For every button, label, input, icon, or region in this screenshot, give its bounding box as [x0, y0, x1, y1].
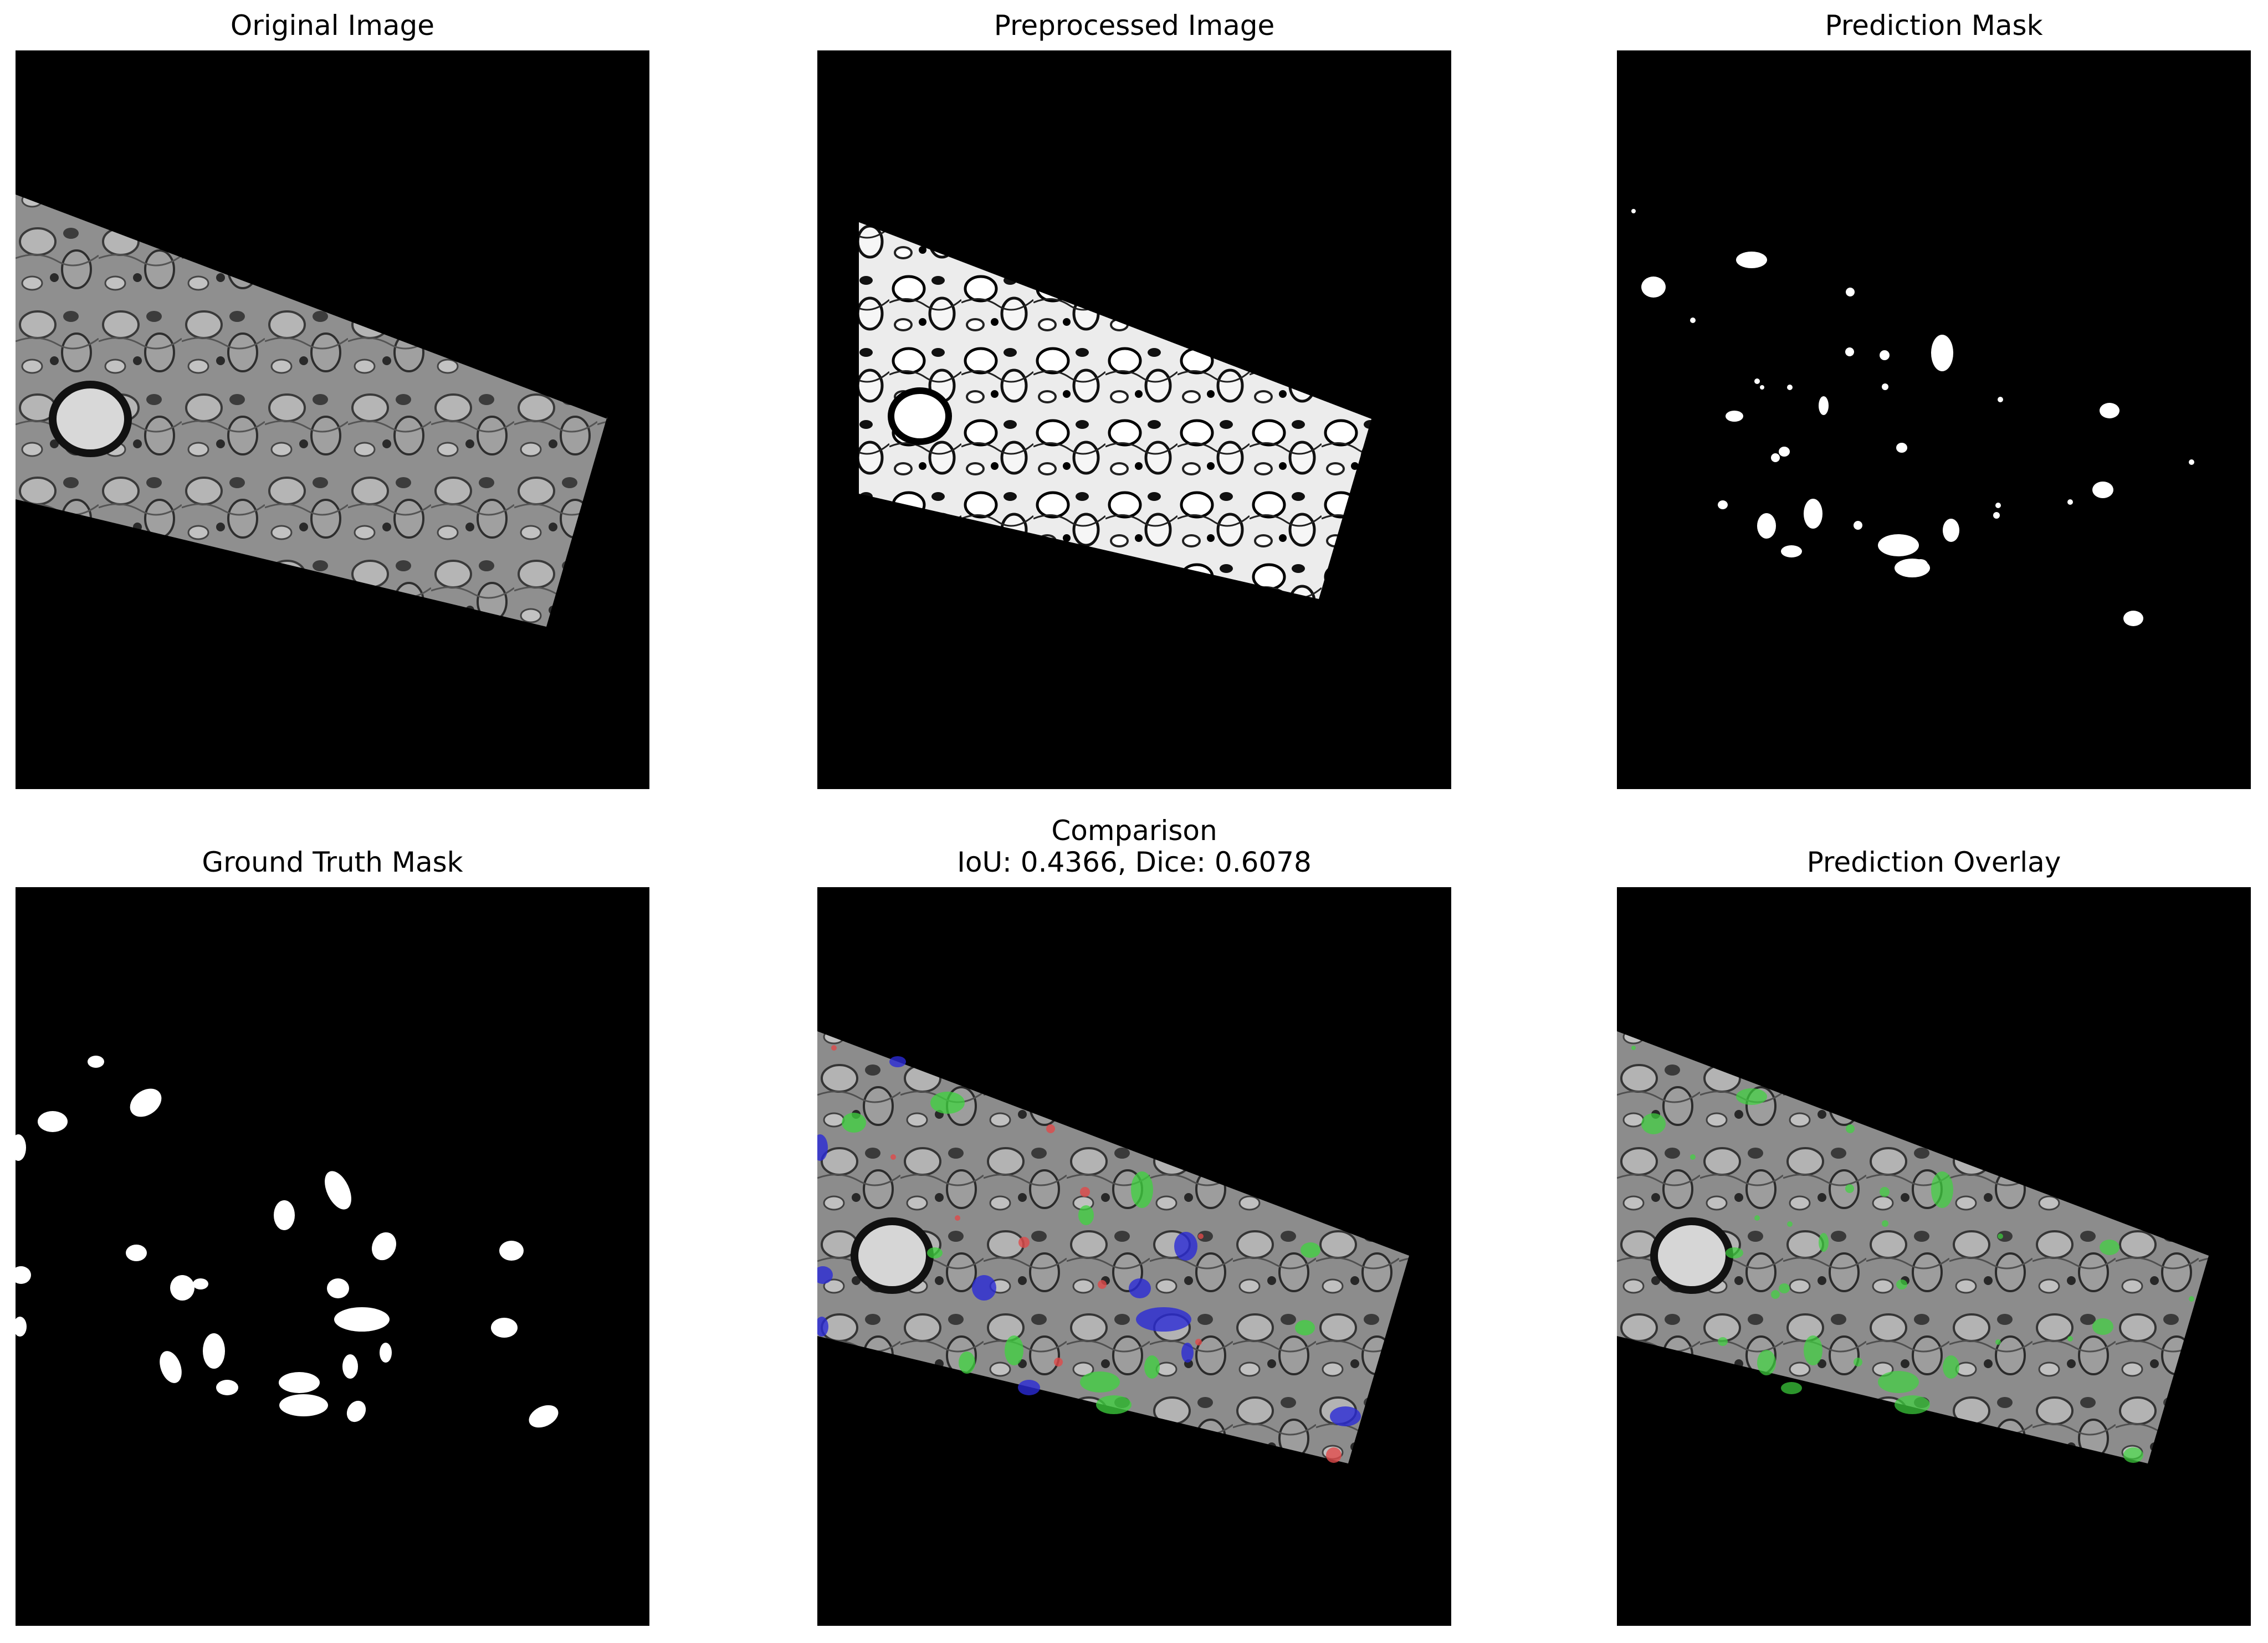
- panel-title-line: Preprocessed Image: [994, 9, 1275, 42]
- panel-title-metrics-line: IoU: 0.4366, Dice: 0.6078: [957, 846, 1312, 878]
- panel-title-line: Original Image: [230, 9, 435, 42]
- panel-title-line: Prediction Mask: [1825, 9, 2043, 42]
- panel-title-ground-truth: Ground Truth Mask: [16, 847, 649, 878]
- comparison-overlay-panel: [817, 887, 1451, 1626]
- comparison-overlay: [817, 1031, 1409, 1463]
- true-positive-regions: [842, 1092, 1320, 1414]
- panel-title-line: Prediction Overlay: [1806, 846, 2061, 878]
- original-image-panel: [16, 50, 649, 789]
- prediction-mask: [1631, 209, 2194, 626]
- false-positive-regions: [831, 1045, 1342, 1463]
- original-image: [16, 195, 607, 627]
- panel-title-line: Comparison: [1051, 815, 1217, 847]
- preprocessed-image: [859, 222, 1371, 599]
- false-negative-regions: [817, 1056, 1361, 1426]
- panel-title-comparison: Comparison IoU: 0.4366, Dice: 0.6078: [817, 815, 1451, 878]
- prediction-overlay: [1617, 1031, 2209, 1463]
- ground-truth-mask-panel: [16, 887, 649, 1626]
- predicted-regions: [1631, 1046, 2194, 1463]
- panel-title-preprocessed: Preprocessed Image: [817, 10, 1451, 42]
- panel-title-prediction-overlay: Prediction Overlay: [1617, 847, 2251, 878]
- panel-title-line: Ground Truth Mask: [202, 846, 463, 878]
- preprocessed-image-panel: [817, 50, 1451, 789]
- panel-title-prediction-mask: Prediction Mask: [1617, 10, 2251, 42]
- prediction-mask-panel: [1617, 50, 2251, 789]
- ground-truth-mask: [16, 1056, 559, 1428]
- prediction-overlay-panel: [1617, 887, 2251, 1626]
- panel-title-original: Original Image: [16, 10, 649, 42]
